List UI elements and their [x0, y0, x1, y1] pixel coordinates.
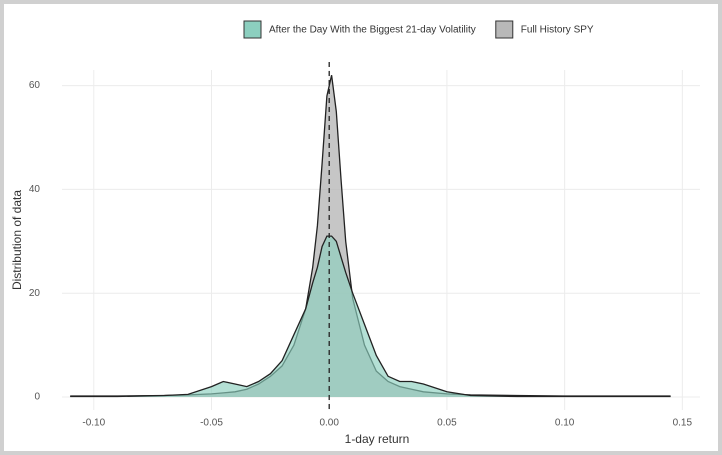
y-tick-label: 60 [29, 80, 41, 91]
legend-label: Full History SPY [521, 25, 594, 36]
x-tick-label: -0.10 [82, 418, 105, 429]
density-area [70, 236, 671, 398]
y-tick-label: 20 [29, 288, 41, 299]
y-tick-label: 0 [34, 392, 40, 403]
x-tick-label: 0.00 [319, 418, 339, 429]
legend-swatch [495, 20, 514, 39]
y-axis-label: Distribution of data [10, 190, 24, 290]
legend-swatch [243, 20, 262, 39]
x-tick-label: 0.10 [555, 418, 575, 429]
x-tick-label: 0.15 [673, 418, 693, 429]
legend-label: After the Day With the Biggest 21-day Vo… [269, 25, 476, 36]
x-tick-label: 0.05 [437, 418, 457, 429]
x-axis-label: 1-day return [345, 432, 410, 446]
y-tick-label: 40 [29, 184, 41, 195]
x-tick-label: -0.05 [200, 418, 223, 429]
